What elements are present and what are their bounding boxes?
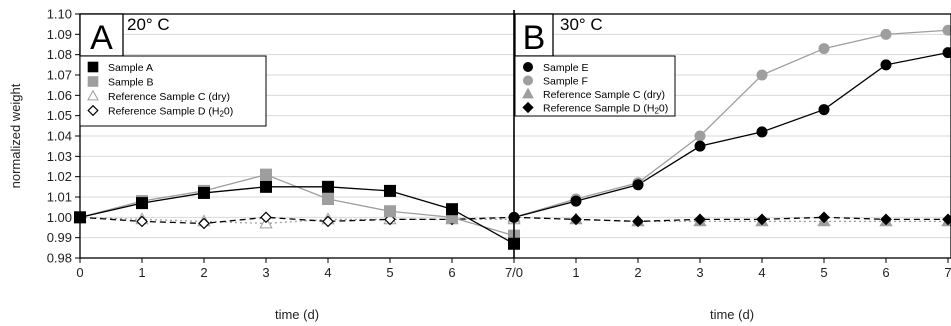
x-tick-label: 5 [820,265,827,280]
data-point-diamond [818,211,830,224]
series-line [79,216,515,225]
data-point-square [260,180,272,193]
y-tick-label: 1.03 [47,149,72,164]
data-point-circle [818,43,830,55]
legend-entry-label: Reference Sample D (H20) [108,105,233,118]
data-point-diamond [198,217,210,230]
series-layer [73,24,951,250]
data-point-diamond [694,213,706,226]
x-tick-label: 6 [448,265,455,280]
y-tick-label: 1.01 [47,190,72,205]
data-point-square [87,61,99,73]
data-point-circle [632,179,644,191]
data-point-diamond [260,211,272,224]
panel-labels: A 20° C B 30° C [79,13,603,57]
x-tick-label: 4 [324,265,331,280]
x-axis-title-a: time (d) [275,307,319,322]
data-point-diamond [87,104,99,117]
data-point-square [446,203,458,216]
data-point-circle [694,140,706,152]
data-point-circle [942,47,951,59]
x-tick-label: 6 [882,265,889,280]
y-tick-label: 1.05 [47,108,72,123]
panel-a-temperature: 20° C [127,15,170,34]
panel-b-temperature: 30° C [560,15,603,34]
axis-layer: 0.98 0.99 1.00 1.01 1.02 1.03 1.04 1.05 1.06 1.07… [47,7,951,281]
y-axis-title: normalized weight [8,83,23,188]
data-point-square [322,180,334,193]
x-tick-label: 7/0 [505,265,523,280]
y-tick-label: 0.99 [47,230,72,245]
series-line [513,51,949,218]
data-point-square [87,76,99,87]
legend-entry-label: Reference Sample C (dry) [543,89,665,101]
x-tick-label: 3 [262,265,269,280]
series-line [513,216,948,223]
data-point-square [322,193,334,206]
y-tick-label: 1.06 [47,88,72,103]
data-point-circle [523,75,533,86]
data-point-circle [694,130,706,142]
x-tick-label: 2 [200,265,207,280]
legend-entry-label: Sample A [108,62,153,74]
data-point-square [260,168,272,181]
y-tick-label: 1.00 [47,210,72,225]
data-point-square [384,205,396,218]
legend-b-box [514,55,676,117]
x-axis-title-b: time (d) [710,307,754,322]
x-tick-label: 2 [634,265,641,280]
x-tick-label: 0 [76,265,83,280]
legend-entry-label: Sample B [108,76,154,88]
data-point-diamond [632,215,644,228]
y-tick-label: 1.02 [47,169,72,184]
x-tick-label: 4 [758,265,765,280]
panel-a-letter: A [90,19,113,57]
data-point-diamond [880,213,892,226]
data-point-circle [570,195,582,207]
x-tick-label: 3 [696,265,703,280]
x-tick-label: 1 [138,265,145,280]
data-point-circle [756,126,768,138]
legend-entry-label: Sample F [543,75,588,87]
data-point-square [384,184,396,197]
data-point-square [198,186,210,199]
data-point-circle [880,59,892,71]
data-point-triangle [522,87,534,99]
data-point-circle [942,24,951,36]
panel-b-letter: B [523,19,546,57]
y-tick-label: 1.09 [47,27,72,42]
data-point-circle [818,104,830,116]
panel-a-letter-box [79,13,124,57]
data-point-diamond [136,215,148,228]
legend-entry-label: Sample E [543,62,589,74]
series-line [513,29,949,218]
data-point-diamond [942,213,951,226]
y-tick-label: 1.08 [47,47,72,62]
data-point-diamond [522,101,534,114]
y-tick-label: 0.98 [47,251,72,266]
y-tick-label: 1.04 [47,129,72,144]
x-tick-label: 7 [944,265,951,280]
legend-a-box [79,55,267,127]
x-tick-label: 1 [572,265,579,280]
data-point-circle [523,62,533,72]
legend-panel-a: Sample A Sample B Reference Sample C (dry)… [79,55,267,127]
y-tick-label: 1.10 [47,7,72,22]
x-tick-label: 5 [386,265,393,280]
data-point-triangle [87,89,99,101]
data-point-circle [880,28,892,40]
data-point-circle [756,69,768,81]
data-point-square [136,197,148,210]
data-point-diamond [322,215,334,228]
data-point-diamond [756,213,768,226]
data-point-diamond [570,213,582,226]
legend-entry-label: Reference Sample D (H20) [543,102,668,115]
legend-entry-label: Reference Sample C (dry) [108,91,230,103]
series-line [513,216,948,223]
series-line [79,186,515,245]
y-tick-label: 1.07 [47,68,72,83]
